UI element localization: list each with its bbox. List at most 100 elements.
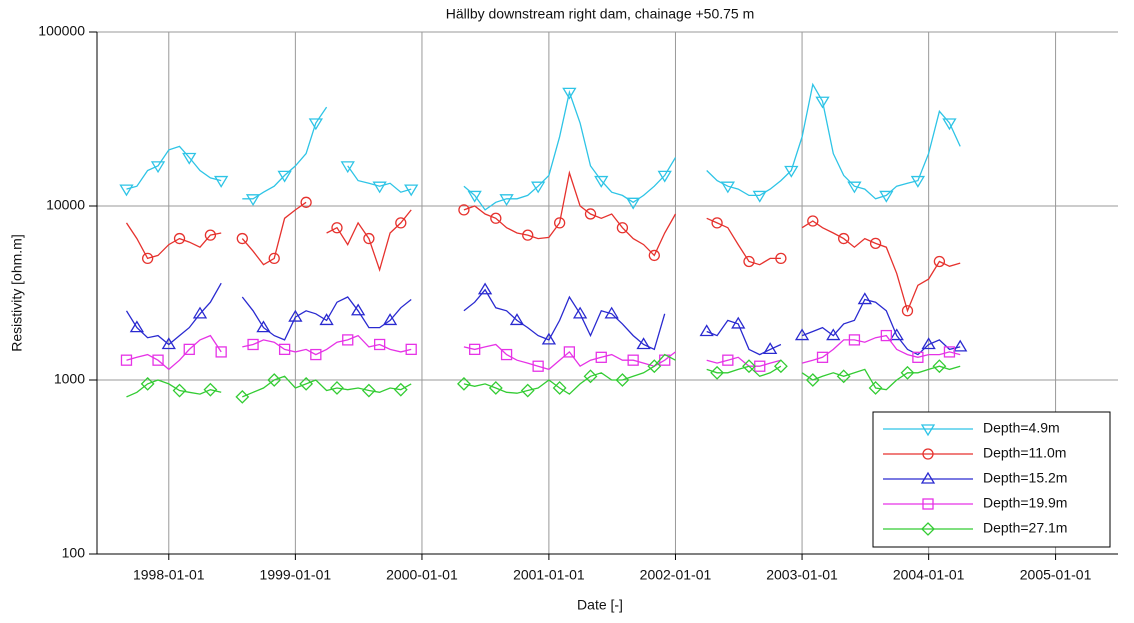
marker xyxy=(775,252,787,265)
marker xyxy=(278,343,291,356)
marker xyxy=(530,181,546,194)
marker xyxy=(477,282,493,295)
marker xyxy=(838,232,850,245)
x-tick-label: 1999-01-01 xyxy=(260,567,332,583)
marker xyxy=(847,181,862,194)
marker xyxy=(330,381,344,395)
marker xyxy=(215,346,227,358)
marker xyxy=(880,329,892,342)
marker xyxy=(627,354,639,366)
marker xyxy=(277,170,292,183)
marker xyxy=(457,376,471,391)
marker xyxy=(395,217,407,229)
legend-label: Depth=19.9m xyxy=(983,495,1067,511)
marker xyxy=(342,334,354,346)
marker xyxy=(657,170,672,183)
marker xyxy=(299,376,314,391)
marker xyxy=(900,365,915,380)
marker xyxy=(805,373,820,387)
data-line xyxy=(126,353,961,398)
x-tick-label: 2003-01-01 xyxy=(766,567,838,583)
marker xyxy=(267,373,282,387)
legend-label: Depth=27.1m xyxy=(983,520,1067,536)
x-axis-label: Date [-] xyxy=(577,597,623,613)
marker xyxy=(615,373,630,387)
marker xyxy=(520,383,535,398)
marker xyxy=(173,232,186,245)
marker xyxy=(319,313,334,326)
marker xyxy=(857,292,872,305)
marker xyxy=(490,212,502,224)
marker xyxy=(920,424,936,437)
marker xyxy=(404,184,419,197)
marker xyxy=(943,346,956,358)
marker xyxy=(256,320,271,333)
marker xyxy=(743,255,755,268)
marker xyxy=(773,359,788,374)
marker xyxy=(245,194,261,207)
marker xyxy=(922,448,934,460)
y-tick-label: 1000 xyxy=(54,371,85,387)
marker xyxy=(616,222,629,234)
marker xyxy=(562,87,577,100)
marker xyxy=(868,381,883,395)
marker xyxy=(120,354,133,366)
marker xyxy=(350,303,366,316)
marker xyxy=(214,175,229,188)
marker xyxy=(161,337,176,350)
marker xyxy=(901,305,914,317)
marker xyxy=(722,354,734,366)
marker xyxy=(594,175,609,188)
data-line xyxy=(126,82,961,211)
x-tick-label: 2004-01-01 xyxy=(893,567,965,583)
marker xyxy=(648,249,660,262)
marker xyxy=(373,338,386,351)
marker xyxy=(192,306,208,319)
marker xyxy=(763,342,778,355)
marker xyxy=(932,359,947,374)
marker xyxy=(541,332,557,345)
marker xyxy=(469,343,481,356)
marker xyxy=(236,232,248,245)
marker xyxy=(488,381,503,395)
marker xyxy=(836,369,851,384)
marker xyxy=(372,181,387,194)
marker xyxy=(921,522,935,536)
x-tick-label: 1998-01-01 xyxy=(133,567,205,583)
marker xyxy=(288,309,303,322)
x-tick-label: 2002-01-01 xyxy=(640,567,712,583)
marker xyxy=(235,389,250,404)
marker xyxy=(129,320,145,333)
data-line xyxy=(125,170,961,313)
marker xyxy=(268,252,280,265)
marker xyxy=(826,328,841,341)
marker xyxy=(933,255,946,268)
marker xyxy=(583,369,598,384)
x-tick-label: 2001-01-01 xyxy=(513,567,585,583)
marker xyxy=(910,175,926,188)
marker xyxy=(119,184,134,197)
y-tick-label: 100000 xyxy=(38,23,85,39)
marker xyxy=(340,161,355,174)
marker xyxy=(172,383,187,398)
marker xyxy=(552,381,567,395)
marker xyxy=(879,190,894,203)
marker xyxy=(204,229,217,241)
marker xyxy=(532,360,544,372)
marker xyxy=(699,324,714,337)
marker xyxy=(794,328,810,341)
y-tick-label: 100 xyxy=(62,545,86,561)
marker xyxy=(382,313,398,326)
marker xyxy=(869,237,882,250)
y-axis-label: Resistivity [ohm.m] xyxy=(9,234,25,351)
marker xyxy=(742,359,756,374)
marker xyxy=(152,354,164,366)
marker xyxy=(784,165,799,178)
marker xyxy=(467,190,482,203)
marker xyxy=(150,161,166,174)
marker xyxy=(361,383,376,398)
marker xyxy=(393,382,408,397)
marker xyxy=(953,339,968,352)
data-line xyxy=(125,282,961,356)
